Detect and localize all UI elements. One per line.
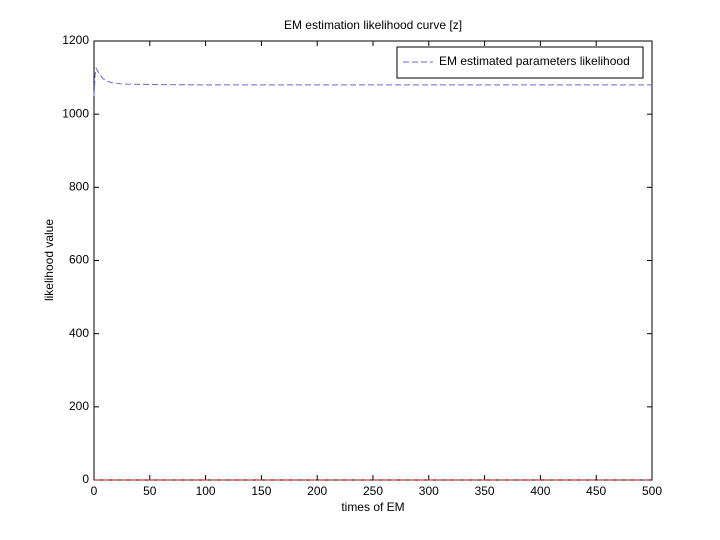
data-line: [93, 67, 652, 96]
y-axis-label: likelihood value: [42, 219, 56, 301]
x-tick-label: 150: [251, 484, 271, 498]
x-tick-label: 300: [419, 484, 439, 498]
y-tick-label: 200: [69, 399, 89, 413]
x-tick-label: 400: [530, 484, 550, 498]
x-tick-label: 500: [642, 484, 662, 498]
plot-frame: [93, 40, 653, 481]
chart-title: EM estimation likelihood curve [z]: [284, 18, 462, 32]
x-tick-label: 0: [91, 484, 98, 498]
x-tick-label: 100: [196, 484, 216, 498]
legend-label: EM estimated parameters likelihood: [439, 54, 630, 68]
x-tick-label: 200: [307, 484, 327, 498]
x-tick-label: 450: [586, 484, 606, 498]
x-axis-label: times of EM: [341, 500, 404, 514]
y-tick-label: 600: [69, 253, 89, 267]
y-tick-label: 0: [82, 472, 89, 486]
x-tick-label: 50: [143, 484, 157, 498]
y-tick-label: 1000: [62, 106, 89, 120]
y-tick-label: 1200: [62, 33, 89, 47]
legend-box: [396, 46, 644, 79]
x-tick-label: 250: [363, 484, 383, 498]
y-tick-label: 800: [69, 180, 89, 194]
y-tick-label: 400: [69, 326, 89, 340]
x-tick-label: 350: [475, 484, 495, 498]
